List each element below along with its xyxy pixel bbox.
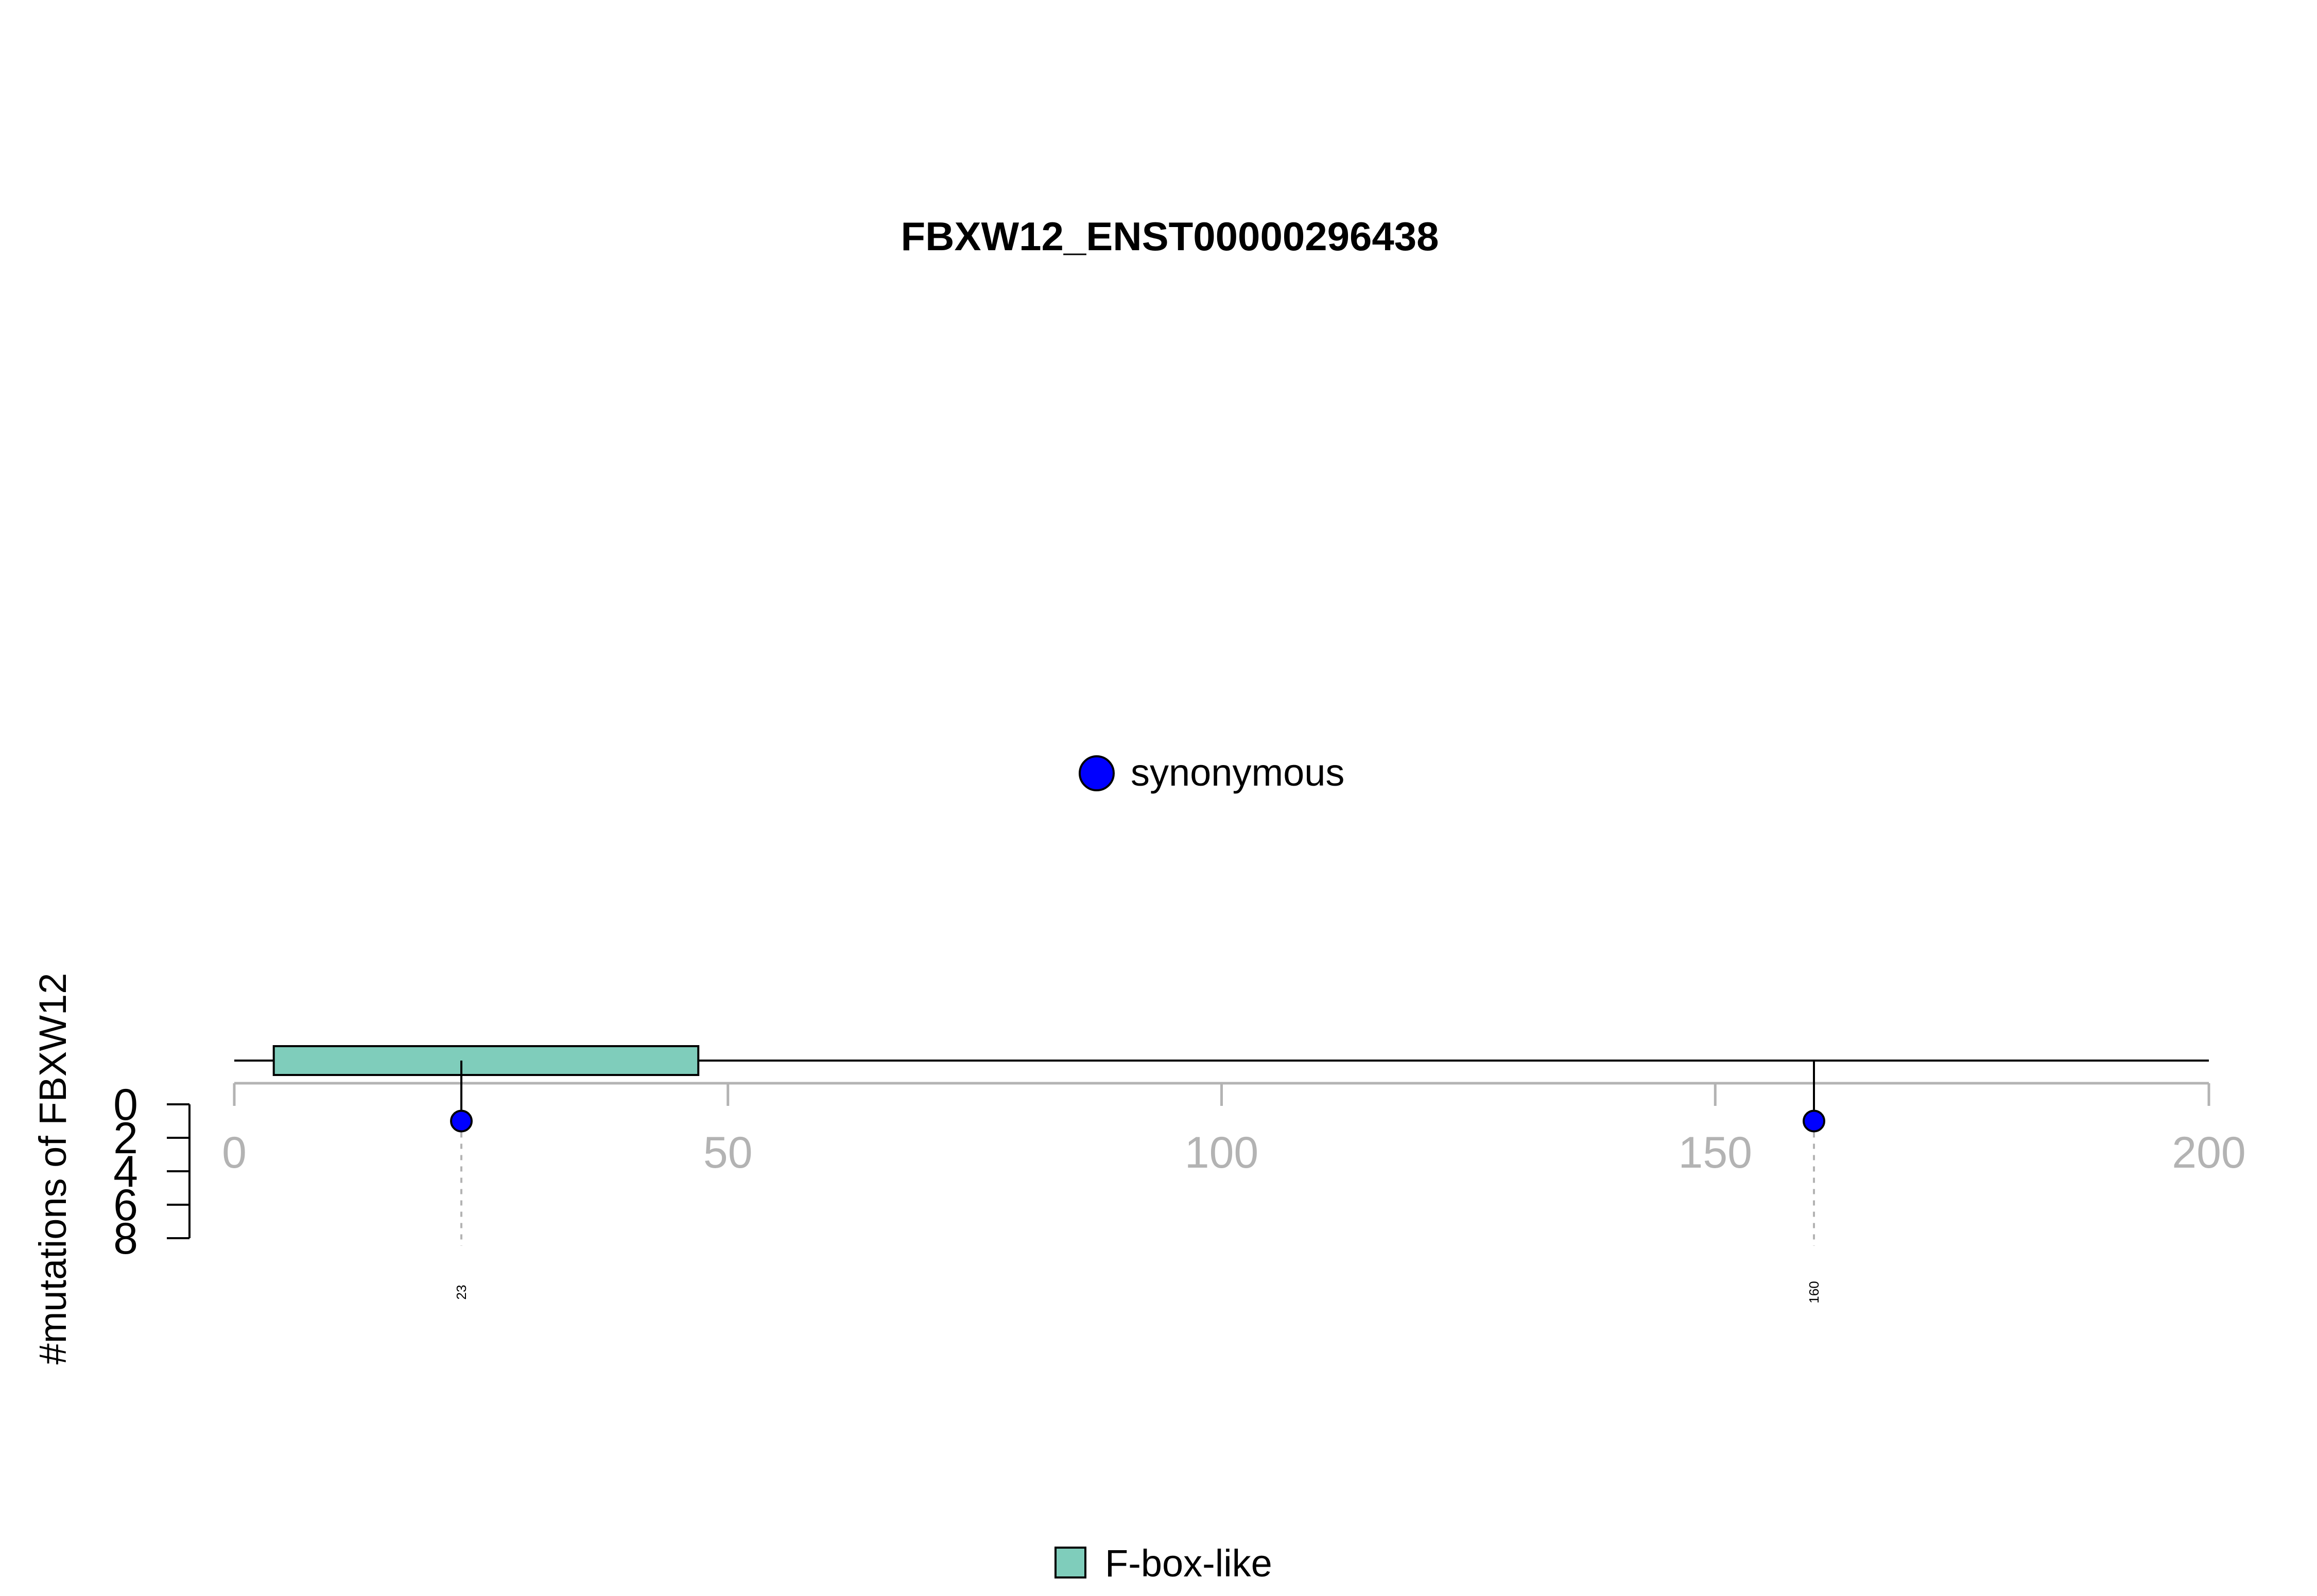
- mutation-position-label: 160: [1806, 1281, 1822, 1303]
- y-tick-label: 6: [113, 1181, 138, 1230]
- legend-synonymous-label: synonymous: [1131, 751, 1344, 794]
- x-tick-label: 0: [222, 1128, 247, 1177]
- legend-f-box-like-label: F-box-like: [1105, 1542, 1272, 1585]
- x-tick-label: 200: [2172, 1128, 2246, 1177]
- legend-f-box-like-swatch: [1054, 1547, 1086, 1578]
- x-tick-label: 100: [1185, 1128, 1259, 1177]
- mutation-legend: synonymous: [1079, 751, 1344, 794]
- mutation-position-label: 23: [454, 1285, 469, 1300]
- domain-f-box-like: [272, 1045, 700, 1076]
- x-axis: 0 50 100 150 200: [222, 1082, 2246, 1177]
- legend-synonymous-marker: [1079, 755, 1115, 791]
- y-axis-label: #mutations of FBXW12: [31, 973, 74, 1365]
- chart-title: FBXW12_ENST00000296438: [901, 214, 1439, 259]
- y-tick-label: 4: [113, 1147, 138, 1196]
- domain-layer: [272, 1045, 700, 1076]
- y-tick-label: 0: [113, 1080, 138, 1130]
- x-tick-label: 150: [1679, 1128, 1753, 1177]
- x-tick-label: 50: [703, 1128, 753, 1177]
- mutation-point: [450, 1109, 473, 1133]
- mutation-point: [1803, 1109, 1825, 1133]
- y-tick-label: 8: [113, 1214, 138, 1263]
- domain-legend: F-box-like: [1054, 1542, 1272, 1585]
- y-tick-label: 2: [113, 1114, 138, 1163]
- mutation-layer: 23 160: [450, 1061, 1825, 1304]
